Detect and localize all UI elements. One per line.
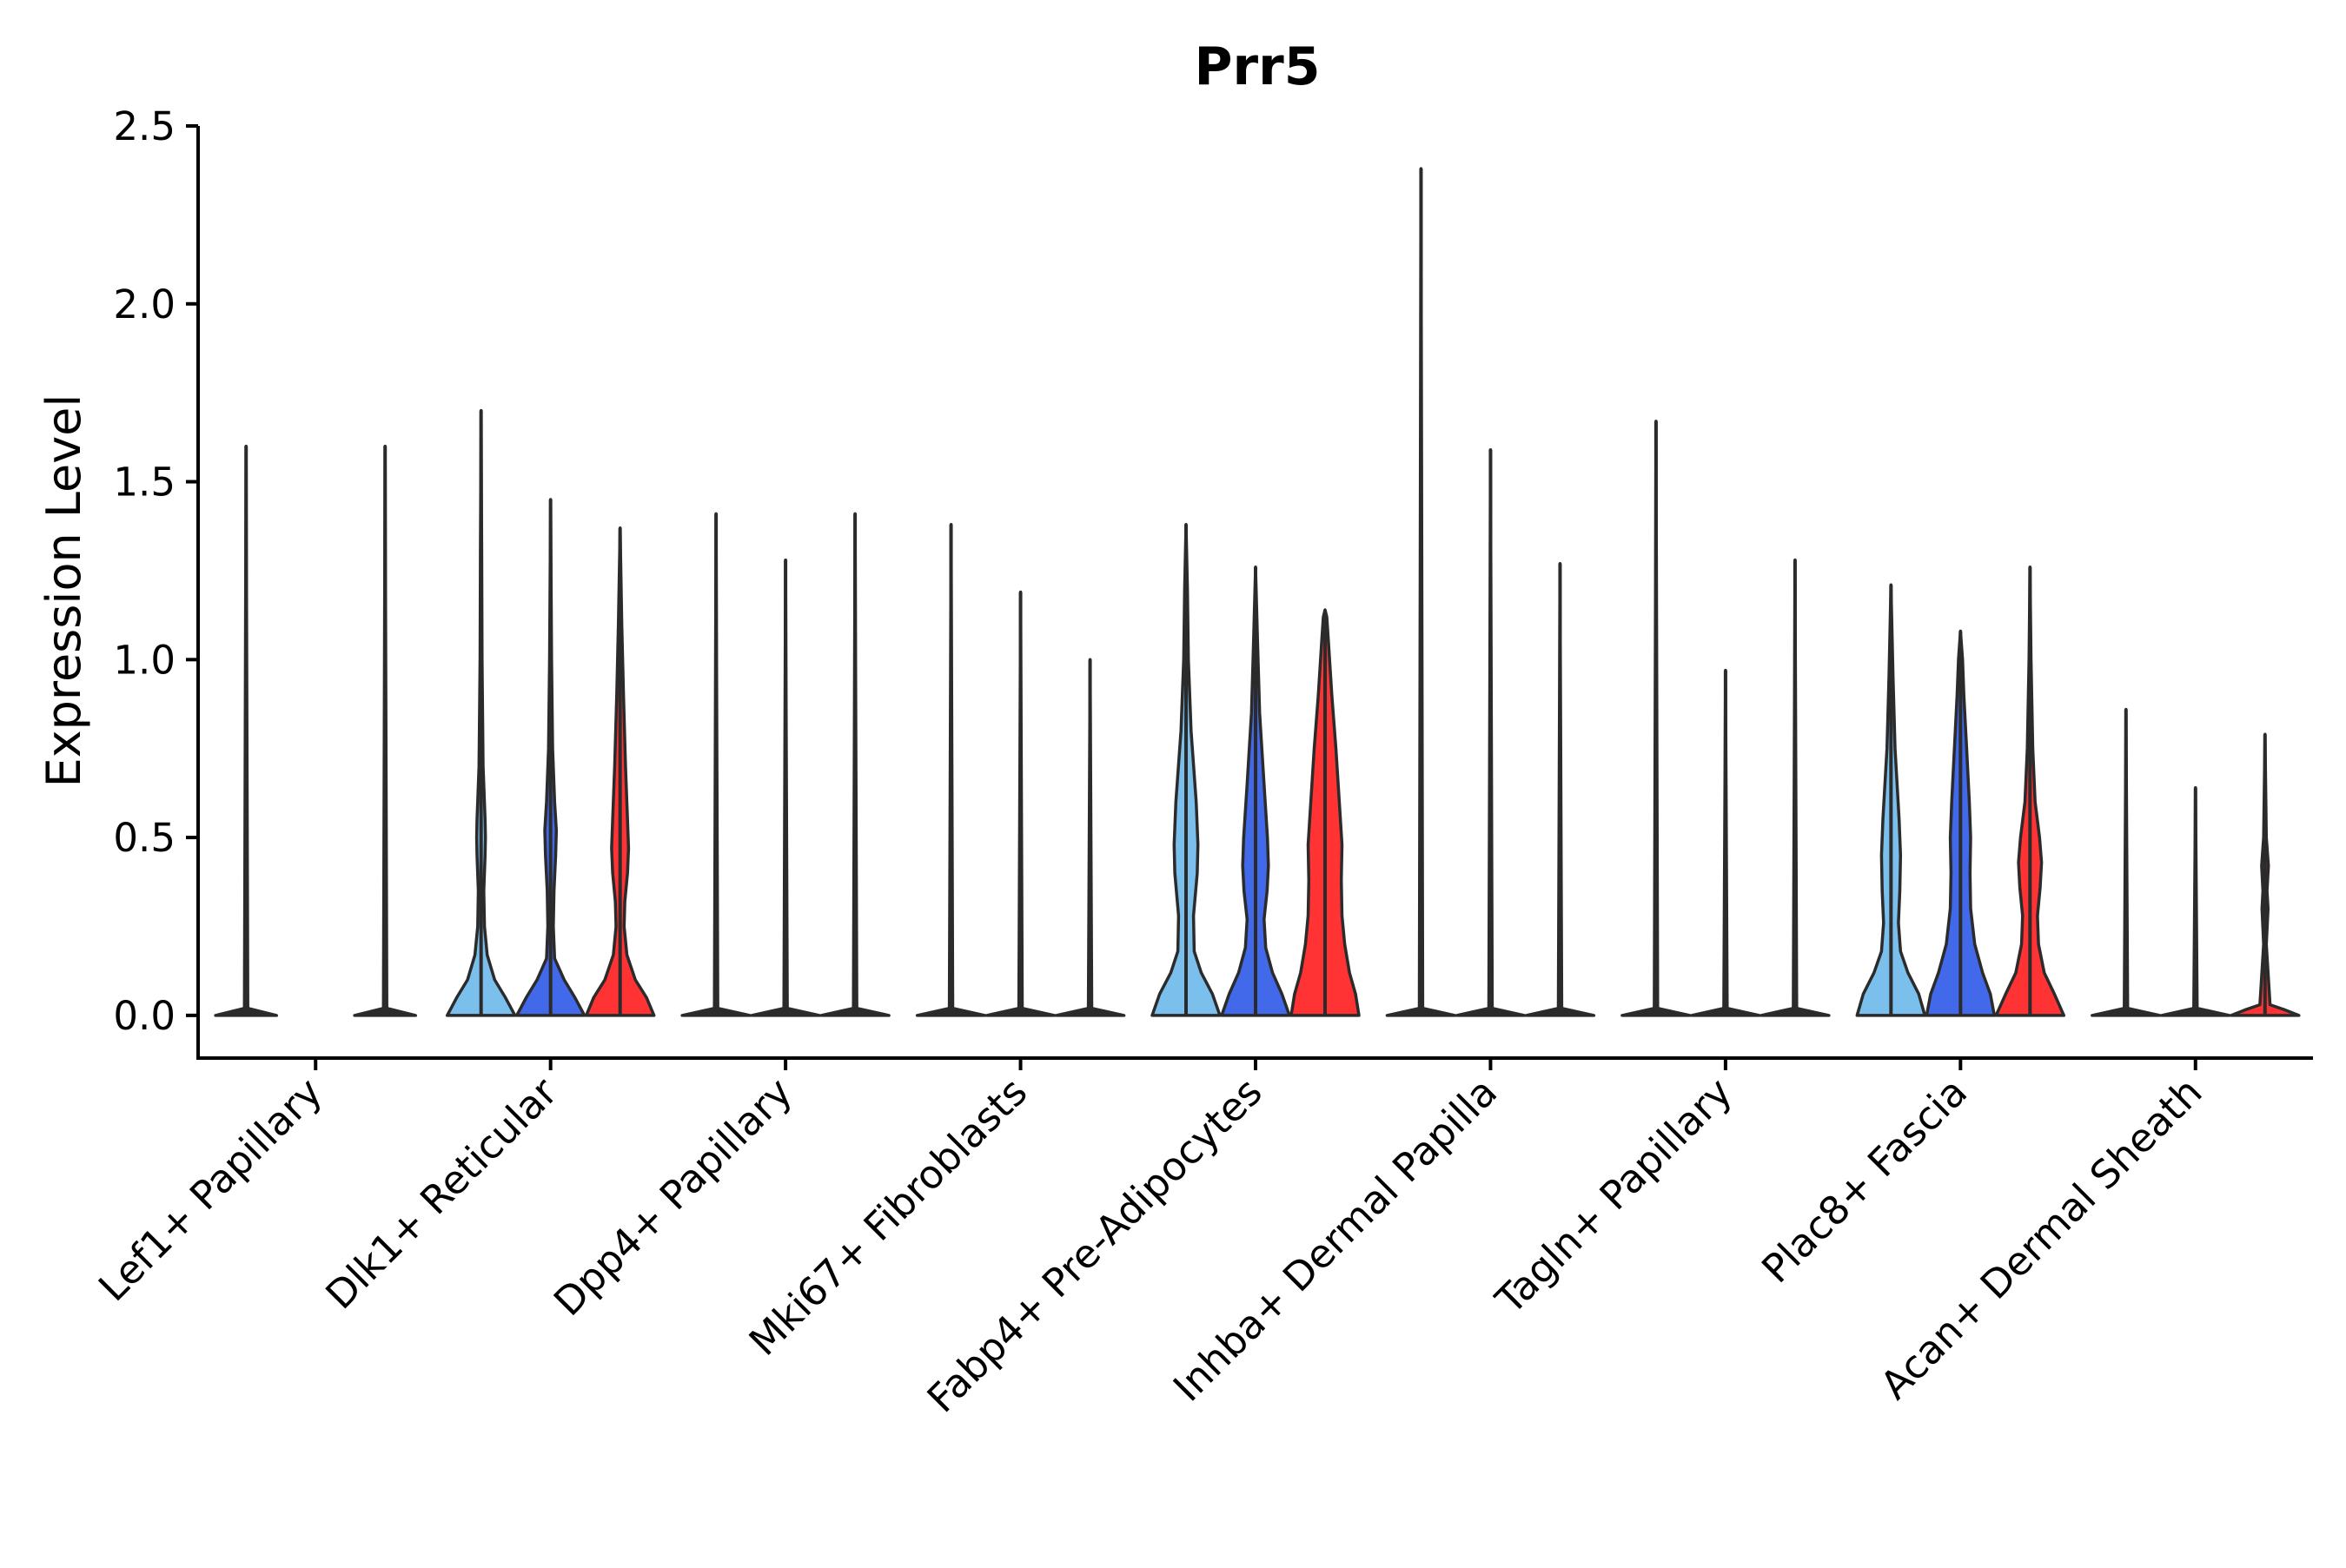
- y-tick-label-4: 2.0: [113, 281, 176, 327]
- violin-group-fabp4-pre-adipocytes: [1150, 522, 1361, 1017]
- x-tick-label-plac8-fascia: Plac8+ Fascia: [1753, 1068, 1976, 1292]
- violin-group-mki67-fibroblasts: [915, 522, 1126, 1017]
- violin-group-dlk1-reticular: [445, 408, 656, 1017]
- violin-group-lef1-papillary: [214, 444, 418, 1017]
- violin-group-dpp4-papillary: [680, 512, 891, 1017]
- x-tick-label-dlk1-reticular: Dlk1+ Reticular: [317, 1068, 567, 1318]
- chart-title: Prr5: [1195, 36, 1321, 97]
- y-ticks-layer: 0.0 0.5 1.0 1.5 2.0 2.5: [113, 103, 198, 1039]
- y-axis-label: Expression Level: [36, 394, 91, 788]
- y-tick-label-3: 1.5: [113, 460, 176, 506]
- y-tick-label-1: 0.5: [113, 815, 176, 861]
- x-tick-label-lef1-papillary: Lef1+ Papillary: [89, 1068, 331, 1310]
- violin-group-plac8-fascia: [1855, 566, 2066, 1017]
- x-tick-label-dpp4-papillary: Dpp4+ Papillary: [545, 1068, 801, 1325]
- y-tick-label-2: 1.0: [113, 637, 176, 683]
- violin-group-acan-dermal-sheath: [2091, 707, 2301, 1017]
- y-tick-label-5: 2.5: [113, 103, 176, 149]
- violin-group-tagln-papillary: [1620, 420, 1831, 1017]
- violins-layer: [214, 167, 2301, 1017]
- y-tick-label-0: 0.0: [113, 993, 176, 1039]
- x-tick-label-tagln-papillary: Tagln+ Papillary: [1486, 1068, 1740, 1323]
- violin-group-inhba-dermal-papilla: [1385, 167, 1596, 1017]
